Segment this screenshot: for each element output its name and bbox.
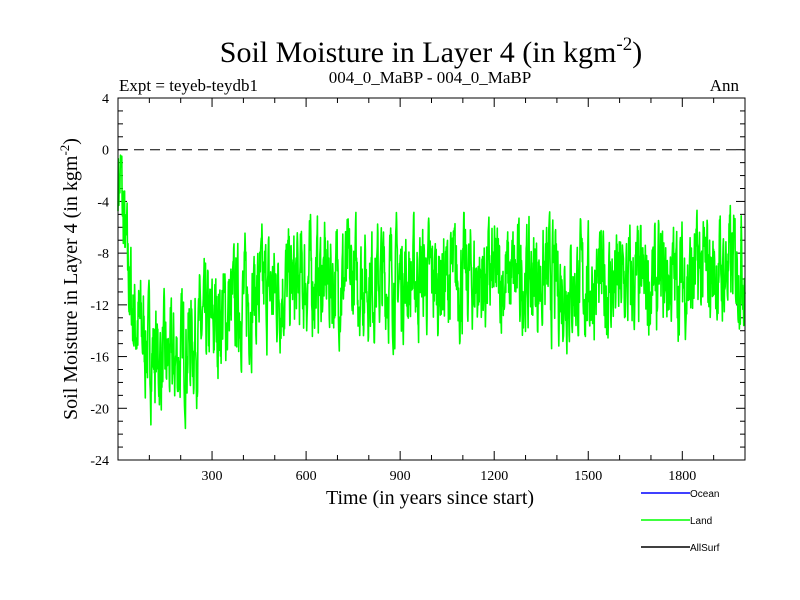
- series-line-land: [117, 154, 746, 430]
- subtitle-left: Expt = teyeb-teydb1: [119, 76, 258, 95]
- legend-label-allsurf: AllSurf: [690, 543, 720, 554]
- x-tick-label: 1200: [480, 469, 508, 484]
- legend: Ocean Land AllSurf: [641, 489, 720, 554]
- series-layer: [117, 154, 746, 430]
- y-tick-label: -12: [90, 299, 109, 314]
- x-tick-label: 1500: [574, 469, 602, 484]
- axis-ticks: 300 600 900 1200 1500 1800 4 0 -4 -8 -12 -16 -20 -24: [90, 92, 746, 484]
- x-tick-label: 600: [296, 469, 317, 484]
- plot-frame: [117, 97, 746, 461]
- chart-title: Soil Moisture in Layer 4 (in kgm-2): [220, 34, 642, 69]
- legend-label-land: Land: [690, 516, 712, 527]
- subtitle-right: Ann: [710, 76, 740, 95]
- y-tick-label: -4: [97, 195, 109, 210]
- y-tick-label: -24: [90, 454, 109, 469]
- x-tick-label: 1800: [668, 469, 696, 484]
- subtitle-center: 004_0_MaBP - 004_0_MaBP: [329, 68, 531, 87]
- y-tick-label: 4: [102, 92, 109, 107]
- y-tick-label: 0: [102, 144, 109, 159]
- y-axis-label: Soil Moisture in Layer 4 (in kgm-2): [57, 138, 82, 420]
- x-axis-label: Time (in years since start): [326, 487, 534, 509]
- legend-label-ocean: Ocean: [690, 489, 719, 500]
- x-tick-label: 300: [202, 469, 223, 484]
- y-tick-label: -20: [90, 402, 109, 417]
- x-tick-label: 900: [390, 469, 411, 484]
- y-tick-label: -8: [97, 247, 109, 262]
- y-tick-label: -16: [90, 351, 109, 366]
